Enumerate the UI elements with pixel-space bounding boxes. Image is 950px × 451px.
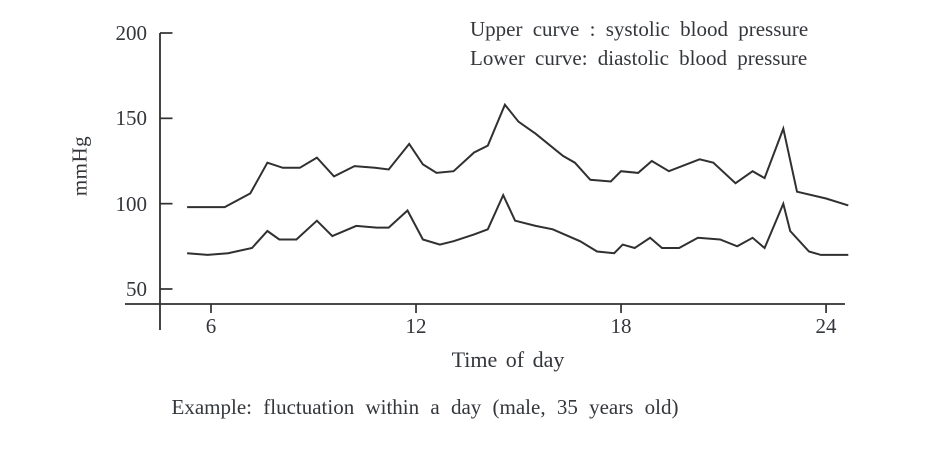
x-tick-label: 6 bbox=[205, 314, 217, 338]
legend-line-systolic: Upper curve : systolic blood pressure bbox=[470, 17, 809, 41]
y-tick-label: 50 bbox=[126, 277, 147, 301]
chart-legend: Upper curve : systolic blood pressure Lo… bbox=[470, 15, 808, 73]
x-tick-label: 18 bbox=[610, 314, 632, 338]
x-axis-title: Time of day bbox=[451, 347, 565, 372]
legend-line-diastolic: Lower curve: diastolic blood pressure bbox=[470, 46, 808, 70]
y-axis-unit-label: mmHg bbox=[67, 135, 92, 197]
y-tick-label: 150 bbox=[115, 106, 148, 131]
curve-diastolic bbox=[187, 192, 849, 256]
x-tick-label: 12 bbox=[405, 314, 427, 338]
x-tick-label: 24 bbox=[815, 314, 837, 338]
y-tick-label: 100 bbox=[115, 191, 148, 216]
y-tick-label: 200 bbox=[115, 21, 148, 45]
figure-caption: Example: fluctuation within a day (male,… bbox=[171, 395, 679, 419]
curve-systolic bbox=[187, 102, 849, 209]
